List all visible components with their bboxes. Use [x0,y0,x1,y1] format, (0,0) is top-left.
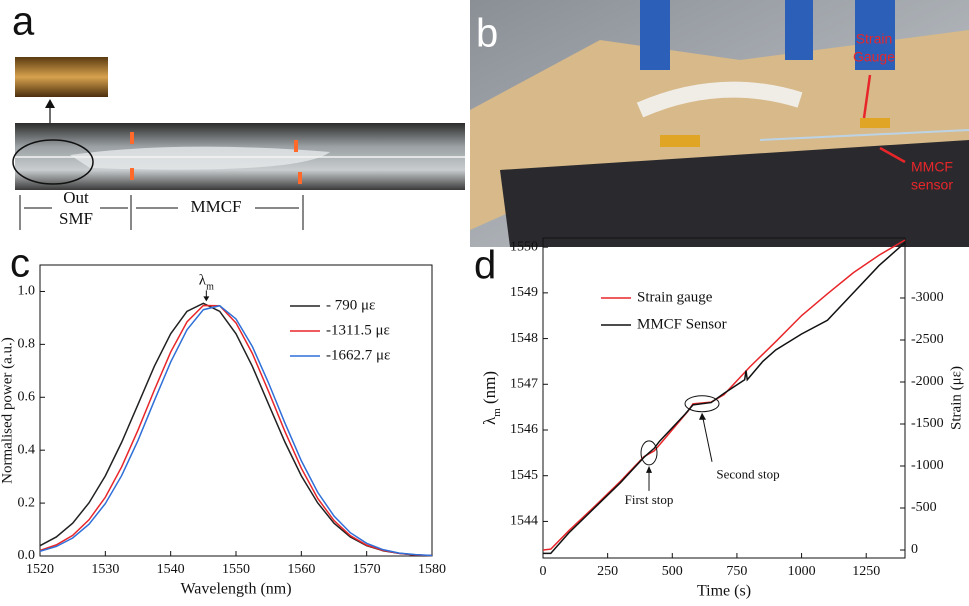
y-axis-label: λm (nm) [480,371,503,425]
y-axis-label-part: λ [480,416,499,425]
y-tick-label: 0.0 [18,548,36,563]
x-axis-label: Wavelength (nm) [180,581,291,598]
marker [130,132,134,144]
panel-label: b [476,12,498,56]
y2-tick-label: -2000 [911,374,944,389]
x-tick-label: 1250 [852,564,880,579]
annotation-arrow-head [646,465,653,473]
annotation-arrow-head [699,412,707,420]
label-smf: SMF [59,209,93,228]
y2-tick-label: -1000 [911,458,944,473]
annotation-symbol: λ [199,273,207,289]
plot-frame [542,237,906,559]
panel-label: a [12,0,35,44]
label-strain: Strain [856,31,893,47]
legend-label: - 790 με [326,297,375,313]
cable-bundle [636,81,803,118]
stop-circle [640,440,658,466]
marker [294,140,298,152]
annotation-subscript: m [206,281,214,292]
tape [860,118,890,128]
y-tick-label: 0.4 [18,442,36,457]
y-tick-label: 0.8 [18,337,36,352]
x-tick-label: 1550 [222,562,250,577]
panel-label: d [474,244,496,288]
y2-tick-label: -2500 [911,332,944,347]
annotation-arrow [701,413,713,462]
y-tick-label: 1545 [510,468,538,483]
x-tick-label: 1580 [418,562,446,577]
arrow-head [45,99,55,108]
label-mmcf: MMCF [911,159,953,175]
red-arrow [862,74,872,119]
series-line [543,242,906,555]
x-tick-label: 1540 [157,562,185,577]
x-tick-label: 1530 [91,562,119,577]
y2-tick-label: -3000 [911,290,944,305]
y-tick-label: 1547 [510,377,538,392]
y-tick-label: 0.2 [18,495,36,510]
label-gauge: Gauge [853,49,895,65]
x-tick-label: 250 [597,564,618,579]
panel-label: c [10,242,30,286]
y-axis-label-part: m [491,408,503,417]
y-tick-label: 1.0 [18,284,36,299]
label-sensor: sensor [911,177,953,193]
x-tick-label: 0 [540,564,547,579]
legend-label: -1311.5 με [326,322,390,338]
actuator [785,0,813,60]
tape [660,135,700,147]
stop-circle [684,395,720,413]
x-axis-label: Time (s) [697,583,751,600]
y-axis-label-part: (nm) [480,371,499,408]
x-tick-label: 1000 [788,564,816,579]
y2-axis-label: Strain (με) [948,366,964,430]
y-tick-label: 1550 [510,239,538,254]
legend-label: Strain gauge [637,289,713,305]
photo-a: Out SMF MMCF [12,57,465,230]
legend-label: -1662.7 με [326,347,390,363]
marker [298,172,302,184]
actuator [855,0,895,70]
series-line [39,304,433,557]
y-axis-label: Normalised power (a.u.) [0,337,15,484]
y2-tick-label: 0 [911,542,918,557]
x-tick-label: 1520 [26,562,54,577]
y-tick-label: 1549 [510,285,538,300]
y2-tick-label: -500 [911,500,937,515]
marker [130,168,134,180]
annotation: First stop [625,492,674,507]
base [500,140,969,247]
glue [70,146,330,170]
annotation: λm [199,273,214,292]
actuator [640,0,670,70]
label-mmcf: MMCF [190,197,241,216]
y-tick-label: 1548 [510,331,538,346]
annotation-arrow-head [203,296,210,302]
series-line [542,239,906,551]
series-line [39,304,433,557]
label-out: Out [63,188,89,207]
annotation: Second stop [716,467,779,482]
y-tick-label: 1546 [510,422,538,437]
x-tick-label: 750 [726,564,747,579]
circle [12,139,94,185]
x-tick-label: 1560 [287,562,315,577]
y-tick-label: 1544 [510,514,538,529]
photo-b: Strain Gauge MMCF sensor [470,0,969,247]
series-line [39,302,433,557]
y-tick-label: 0.6 [18,389,36,404]
x-tick-label: 1570 [353,562,381,577]
x-tick-label: 500 [662,564,683,579]
legend-label: MMCF Sensor [637,316,727,332]
sensor-fiber [759,129,969,141]
red-arrow [879,146,906,164]
y2-tick-label: -1500 [911,416,944,431]
fiber-closeup [15,57,108,97]
